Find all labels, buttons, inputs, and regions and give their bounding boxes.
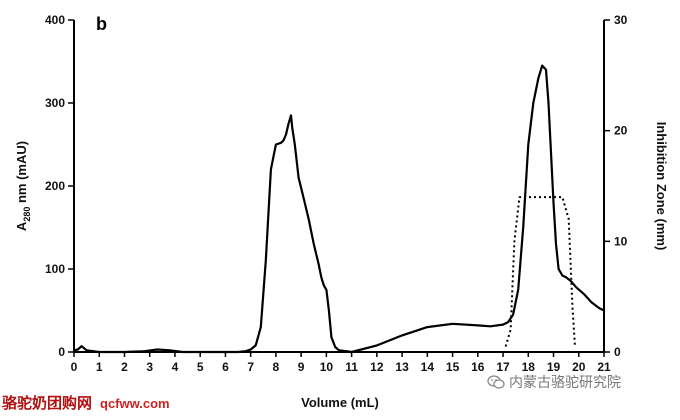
x-tick-label: 12 [370,360,384,374]
x-tick-label: 2 [121,360,128,374]
x-tick-label: 4 [172,360,179,374]
x-tick-label: 3 [146,360,153,374]
x-tick-label: 14 [421,360,435,374]
x-tick-label: 16 [471,360,485,374]
x-tick-label: 11 [345,360,358,374]
watermark-left: 骆驼奶团购网 qcfww.com [2,392,170,413]
y-right-tick-label: 30 [614,13,628,27]
y-left-tick-label: 0 [58,345,65,359]
x-tick-label: 17 [496,360,510,374]
watermark-right: 内蒙古骆驼研究院 [487,372,621,392]
x-tick-label: 15 [446,360,460,374]
watermark-right-text: 内蒙古骆驼研究院 [509,375,621,391]
y-right-tick-label: 0 [614,345,621,359]
x-tick-label: 0 [71,360,78,374]
y-axis-left-title-sub: 280 [22,207,32,222]
wechat-icon [487,375,505,389]
x-tick-label: 7 [247,360,254,374]
x-tick-label: 13 [395,360,409,374]
x-tick-label: 18 [522,360,536,374]
y-left-tick-label: 300 [45,96,65,110]
x-tick-label: 9 [298,360,305,374]
y-left-tick-label: 200 [45,179,65,193]
y-axis-left-title-rest: nm (mAU) [14,141,29,207]
x-tick-label: 8 [273,360,280,374]
y-axis-left-title: A280 nm (mAU) [14,141,32,231]
x-axis-title: Volume (mL) [301,395,379,410]
x-tick-label: 6 [222,360,229,374]
x-tick-label: 10 [320,360,334,374]
watermark-left-url: qcfww.com [100,396,170,411]
x-tick-label: 19 [547,360,561,374]
x-tick-label: 5 [197,360,204,374]
watermark-left-text: 骆驼奶团购网 [2,394,93,412]
inhibition-zone-line [504,196,576,347]
x-tick-label: 20 [572,360,586,374]
y-right-tick-label: 20 [614,124,628,138]
y-axis-right-title: Inhibition Zone (mm) [654,122,669,251]
y-axis-left-title-main: A [14,221,29,231]
x-tick-label: 21 [597,360,611,374]
y-right-tick-label: 10 [614,234,628,248]
y-left-tick-label: 100 [45,262,65,276]
panel-label: b [96,14,107,34]
absorbance-line [73,64,605,354]
y-left-tick-label: 400 [45,13,65,27]
x-tick-label: 1 [96,360,103,374]
